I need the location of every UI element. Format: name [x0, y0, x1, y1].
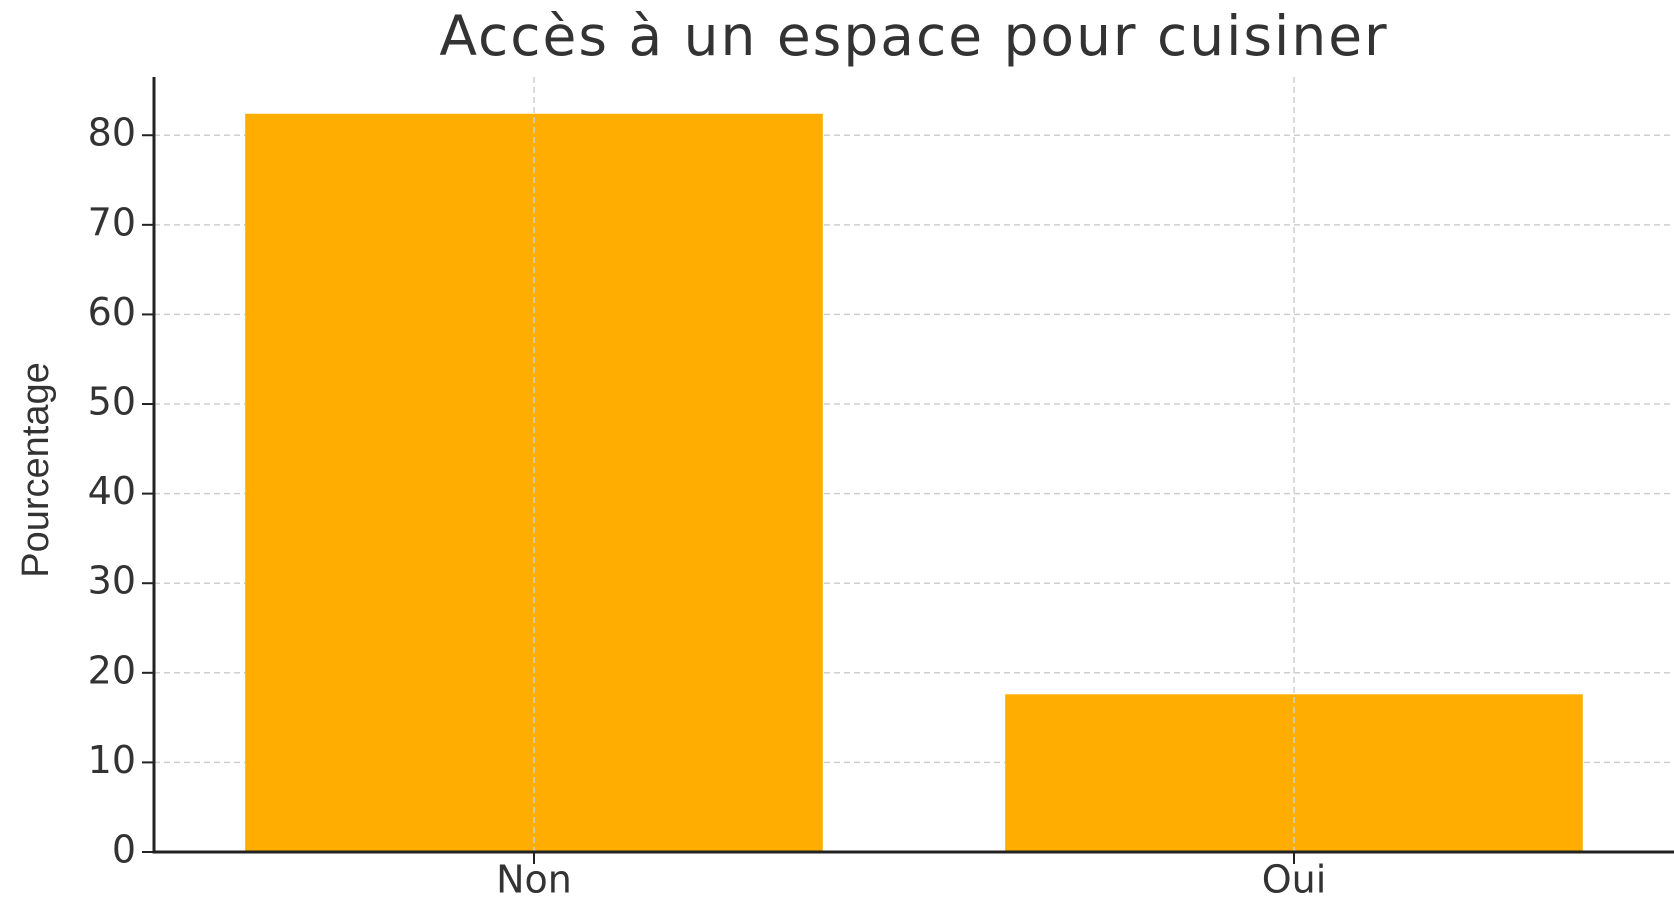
chart-title: Accès à un espace pour cuisiner: [439, 4, 1388, 68]
x-tick-label: Oui: [1262, 858, 1327, 901]
y-tick-label: 30: [88, 559, 136, 603]
y-tick-label: 80: [88, 111, 136, 155]
y-tick-label: 50: [88, 380, 136, 424]
y-tick-label: 20: [88, 648, 136, 692]
y-tick-label: 40: [88, 469, 136, 513]
y-tick-label: 70: [88, 200, 136, 244]
y-tick-label: 10: [88, 738, 136, 782]
y-axis-label: Pourcentage: [15, 362, 57, 578]
y-tick-label: 60: [88, 290, 136, 334]
y-tick-label: 0: [112, 828, 136, 872]
x-tick-label: Non: [496, 858, 572, 901]
